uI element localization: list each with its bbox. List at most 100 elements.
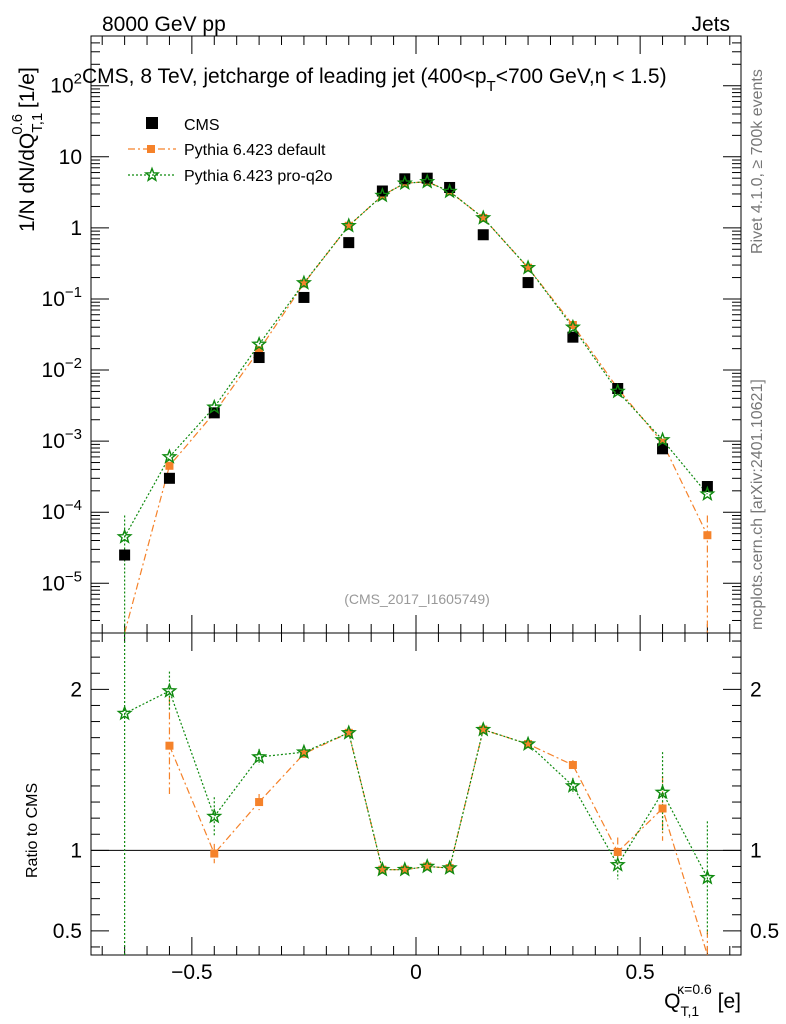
ratio-point-default xyxy=(568,761,577,770)
main-ytick-label: 1 xyxy=(70,217,82,240)
xlabel-sub: T,1 xyxy=(680,1003,699,1019)
main-ytick-label: 102 xyxy=(50,71,82,98)
point-default xyxy=(255,346,264,355)
ratio-point-default xyxy=(344,728,353,737)
ratio-point-default xyxy=(445,864,454,873)
legend-label-cms: CMS xyxy=(184,117,220,134)
ratio-axis-ticks: −0.5 0 0.5 0.5 0.5 1 1 2 2 xyxy=(53,633,779,984)
point-proq2o xyxy=(206,398,223,415)
ratio-point-proq2o xyxy=(295,743,313,760)
point-proq2o xyxy=(654,431,671,447)
point-default xyxy=(344,221,353,230)
ratio-point-proq2o xyxy=(396,861,413,877)
main-ytick-label: 10−5 xyxy=(42,568,82,595)
point-proq2o xyxy=(374,187,391,203)
point-proq2o xyxy=(441,182,458,199)
ratio-point-default xyxy=(423,862,432,871)
legend: CMS Pythia 6.423 default Pythia 6.423 pr… xyxy=(128,117,333,185)
point-cms xyxy=(163,472,175,484)
ratio-point-default xyxy=(299,749,308,758)
point-proq2o xyxy=(161,448,178,464)
point-default xyxy=(479,213,488,222)
ratio-line-proq2o xyxy=(124,690,708,878)
x-tick-label: 0 xyxy=(410,961,422,984)
point-proq2o xyxy=(419,173,436,189)
ratio-point-proq2o xyxy=(609,856,626,872)
point-cms xyxy=(119,549,131,561)
main-ylabel: 1/N dN/dQT,10.6 [1/e] xyxy=(9,67,46,232)
point-proq2o xyxy=(396,174,413,191)
ratio-point-proq2o xyxy=(340,724,357,740)
main-ytick-label: 10−3 xyxy=(42,426,82,453)
ratio-point-default xyxy=(165,741,174,750)
point-cms xyxy=(522,277,534,289)
point-cms xyxy=(298,291,310,303)
x-axis-label: QT,1 κ=0.6 [e] xyxy=(664,981,741,1019)
series-line-default xyxy=(124,181,708,634)
ratio-point-proq2o xyxy=(206,808,223,824)
header-energy: 8000 GeV pp xyxy=(102,13,226,36)
ratio-ytick-label-left: 2 xyxy=(70,678,82,701)
point-proq2o xyxy=(116,528,133,544)
point-default xyxy=(524,263,533,272)
ylabel-sub: T,1 xyxy=(29,113,46,133)
header-process: Jets xyxy=(691,13,730,36)
point-cms xyxy=(567,331,579,343)
main-data-marks xyxy=(116,172,716,634)
point-cms xyxy=(444,181,456,193)
point-cms xyxy=(399,173,411,185)
point-proq2o xyxy=(251,335,268,352)
ratio-point-default xyxy=(400,865,409,874)
point-proq2o xyxy=(609,382,626,399)
main-ytick-label: 10−2 xyxy=(42,355,82,382)
ratio-point-proq2o xyxy=(654,783,671,800)
ylabel-end: [1/e] xyxy=(16,67,39,114)
legend-label-default: Pythia 6.423 default xyxy=(184,142,326,159)
point-proq2o xyxy=(699,485,716,501)
point-cms xyxy=(612,383,624,395)
ratio-ytick-label-right: 1 xyxy=(750,839,762,862)
ratio-ylabel: Ratio to CMS xyxy=(24,783,41,878)
mcplots-label: mcplots.cern.ch [arXiv:2401.10621] xyxy=(749,379,766,630)
ratio-point-default xyxy=(378,865,387,874)
xlabel-end: [e] xyxy=(712,990,741,1013)
ratio-point-default xyxy=(613,847,622,856)
legend-marker-default xyxy=(147,145,155,153)
ratio-data-marks xyxy=(116,633,716,956)
point-proq2o xyxy=(295,274,313,290)
ratio-ytick-label-left: 0.5 xyxy=(53,920,82,943)
main-ytick-label: 10 xyxy=(59,146,82,169)
point-proq2o xyxy=(519,259,537,275)
ratio-line-default xyxy=(168,728,708,956)
title-end: <700 GeV,η < 1.5) xyxy=(496,65,667,88)
point-cms xyxy=(477,229,489,241)
ratio-panel-frame xyxy=(90,632,742,956)
title-main: CMS, 8 TeV, jetcharge of leading jet (40… xyxy=(82,65,487,88)
ratio-point-proq2o xyxy=(564,777,581,793)
ratio-point-proq2o xyxy=(251,748,268,764)
xlabel-sup: κ=0.6 xyxy=(677,981,712,997)
ratio-point-default xyxy=(658,804,667,813)
legend-marker-proq2o xyxy=(143,166,161,182)
ratio-ytick-label-left: 1 xyxy=(70,839,82,862)
ratio-point-proq2o xyxy=(419,857,436,874)
title-sub: T xyxy=(487,78,496,95)
ratio-point-proq2o xyxy=(475,721,492,737)
point-default xyxy=(568,321,577,330)
point-default xyxy=(703,531,712,540)
x-tick-label: 0.5 xyxy=(626,961,655,984)
main-title: CMS, 8 TeV, jetcharge of leading jet (40… xyxy=(82,65,667,95)
ratio-point-proq2o xyxy=(519,735,537,751)
ratio-point-proq2o xyxy=(441,859,458,875)
ratio-point-proq2o xyxy=(161,682,178,698)
point-cms xyxy=(343,237,355,249)
ylabel-sup: 0.6 xyxy=(9,114,26,135)
point-proq2o xyxy=(340,217,357,233)
x-tick-label: −0.5 xyxy=(171,961,212,984)
point-default xyxy=(165,461,174,470)
ratio-point-default xyxy=(479,725,488,734)
ratio-point-default xyxy=(255,798,264,807)
ratio-point-proq2o xyxy=(374,861,391,877)
ratio-point-proq2o xyxy=(699,869,716,885)
